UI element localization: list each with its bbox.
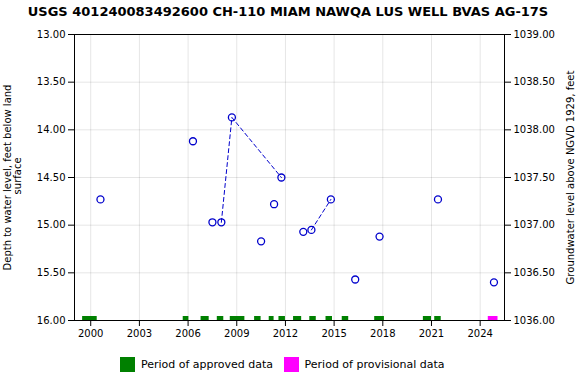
svg-text:2018: 2018 [370, 328, 395, 339]
svg-text:1036.50: 1036.50 [514, 267, 555, 278]
svg-text:16.00: 16.00 [37, 315, 66, 326]
svg-text:2003: 2003 [127, 328, 152, 339]
svg-text:13.50: 13.50 [37, 76, 66, 87]
svg-text:1036.00: 1036.00 [514, 315, 555, 326]
html-text:USGS 401240083492600 CH-110 MI: USGS 401240083492600 CH-110 MIAM NAWQA L… [27, 4, 549, 19]
html-text:Period of approved data: Period of approved data [140, 358, 274, 371]
svg-text:14.00: 14.00 [37, 124, 66, 135]
svg-text:1039.00: 1039.00 [514, 29, 555, 40]
html-text:Period of provisional data: Period of provisional data [304, 358, 445, 371]
svg-text:1037.00: 1037.00 [514, 219, 555, 230]
svg-text:1038.00: 1038.00 [514, 124, 555, 135]
svg-text:2000: 2000 [78, 328, 103, 339]
svg-text:2024: 2024 [467, 328, 492, 339]
svg-text:2015: 2015 [321, 328, 346, 339]
svg-text:2012: 2012 [273, 328, 298, 339]
svg-text:Groundwater level above NGVD 1: Groundwater level above NGVD 1929, feet [565, 71, 576, 285]
svg-text:2021: 2021 [419, 328, 444, 339]
svg-text:1038.50: 1038.50 [514, 76, 555, 87]
svg-text:2009: 2009 [224, 328, 249, 339]
svg-text:15.50: 15.50 [37, 267, 66, 278]
svg-text:2006: 2006 [175, 328, 200, 339]
svg-text:14.50: 14.50 [37, 172, 66, 183]
svg-text:13.00: 13.00 [37, 29, 66, 40]
svg-text:15.00: 15.00 [37, 219, 66, 230]
svg-text:1037.50: 1037.50 [514, 172, 555, 183]
svg-text:Depth to water level, feet bel: Depth to water level, feet below land su… [2, 85, 23, 271]
